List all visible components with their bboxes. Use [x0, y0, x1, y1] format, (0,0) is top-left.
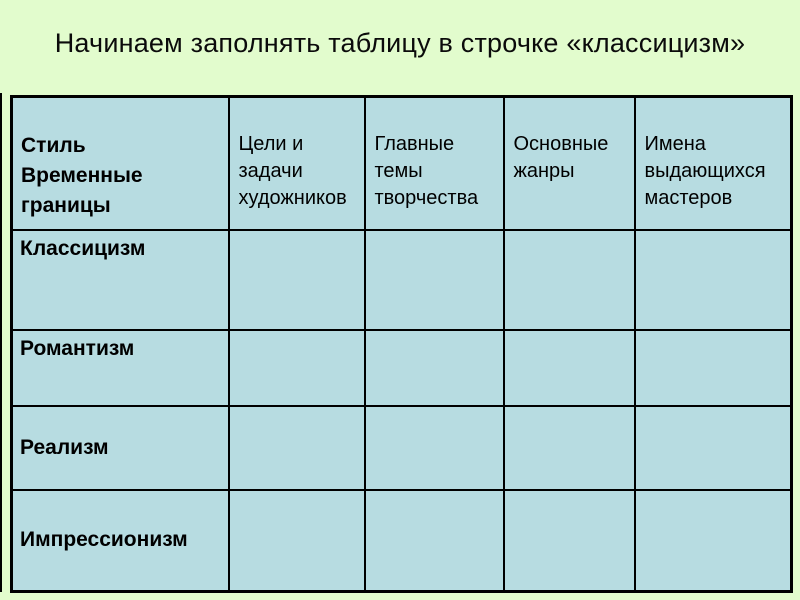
- row-label: Реализм: [10, 404, 230, 491]
- table-row-классицизм: Классицизм: [10, 228, 793, 331]
- row-label: Романтизм: [10, 328, 230, 407]
- empty-cell: [227, 328, 366, 407]
- empty-cell: [502, 488, 636, 593]
- empty-cell: [633, 404, 793, 491]
- left-edge-line: [0, 93, 2, 592]
- table-row-реализм: Реализм: [10, 404, 793, 491]
- empty-cell: [227, 228, 366, 331]
- empty-cell: [363, 404, 505, 491]
- column-header-4: Имена выдающихся мастеров: [633, 95, 793, 231]
- empty-cell: [227, 404, 366, 491]
- empty-cell: [502, 228, 636, 331]
- empty-cell: [633, 228, 793, 331]
- empty-cell: [227, 488, 366, 593]
- empty-cell: [633, 328, 793, 407]
- empty-cell: [363, 488, 505, 593]
- empty-cell: [502, 404, 636, 491]
- table-row-импрессионизм: Импрессионизм: [10, 488, 793, 593]
- empty-cell: [363, 328, 505, 407]
- column-header-2: Главные темы творчества: [363, 95, 505, 231]
- row-label: Импрессионизм: [10, 488, 230, 593]
- slide-title: Начинаем заполнять таблицу в строчке «кл…: [54, 28, 746, 58]
- column-header-1: Цели и задачи художников: [227, 95, 366, 231]
- column-header-0: Стиль Временные границы: [10, 95, 230, 231]
- table-row-романтизм: Романтизм: [10, 328, 793, 407]
- row-label: Классицизм: [10, 228, 230, 331]
- table-header-row: Стиль Временные границы Цели и задачи худ…: [10, 95, 793, 231]
- art-styles-table: Стиль Временные границы Цели и задачи худ…: [10, 95, 793, 593]
- column-header-3: Основные жанры: [502, 95, 636, 231]
- empty-cell: [502, 328, 636, 407]
- table-body: Классицизм Романтизм Реализм Импрессионизм: [10, 228, 793, 593]
- empty-cell: [363, 228, 505, 331]
- empty-cell: [633, 488, 793, 593]
